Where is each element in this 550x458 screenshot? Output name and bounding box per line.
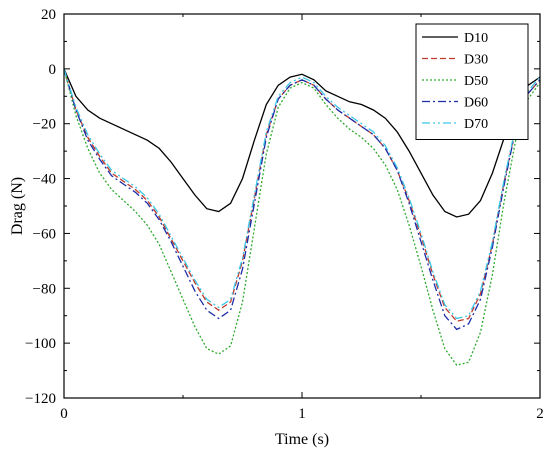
- y-tick-label: −100: [25, 336, 56, 352]
- legend-label: D50: [464, 74, 488, 89]
- y-tick-label: −60: [33, 226, 56, 242]
- x-axis-title: Time (s): [275, 431, 329, 448]
- legend-label: D30: [464, 53, 488, 68]
- y-tick-label: −40: [33, 172, 56, 188]
- legend-box: [415, 23, 529, 140]
- y-tick-label: −120: [25, 391, 56, 407]
- x-tick-label: 2: [536, 406, 544, 422]
- y-tick-label: −20: [33, 117, 56, 133]
- legend: D10 D30 D50 D60 D70: [415, 23, 529, 140]
- series-line-d10: [63, 68, 541, 218]
- y-tick-label: −80: [33, 281, 56, 297]
- y-axis-title: Drag (N): [9, 177, 26, 235]
- series-line-d50: [63, 68, 541, 366]
- legend-label: D10: [464, 31, 488, 46]
- legend-label: D60: [464, 96, 488, 111]
- x-tick-label: 0: [60, 406, 68, 422]
- y-tick-label: 20: [41, 7, 56, 23]
- series-line-d60: [63, 68, 541, 331]
- series-line-d30: [63, 68, 541, 322]
- legend-label: D70: [464, 117, 488, 132]
- series-line-d70: [63, 68, 541, 320]
- y-tick-label: 0: [49, 62, 57, 78]
- x-tick-label: 1: [298, 406, 306, 422]
